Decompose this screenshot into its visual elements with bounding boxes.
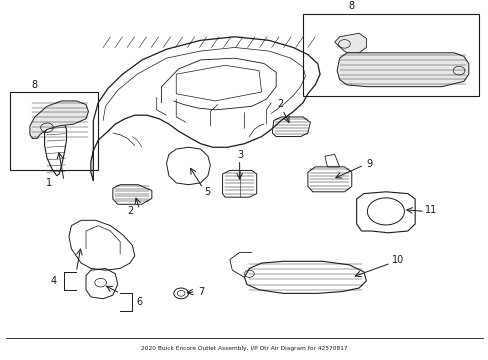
Text: 3: 3 — [237, 150, 243, 161]
Text: 11: 11 — [424, 205, 436, 215]
Text: 1: 1 — [46, 178, 52, 188]
Text: 4: 4 — [50, 276, 56, 286]
Polygon shape — [334, 33, 366, 53]
Text: 2020 Buick Encore Outlet Assembly, I/P Otr Air Diagram for 42570817: 2020 Buick Encore Outlet Assembly, I/P O… — [141, 346, 347, 351]
Text: 6: 6 — [136, 297, 142, 307]
Text: 5: 5 — [204, 187, 210, 197]
Text: 8: 8 — [348, 1, 354, 12]
Text: 2: 2 — [276, 99, 283, 109]
Polygon shape — [30, 101, 88, 138]
Text: 2: 2 — [126, 206, 133, 216]
Bar — [10, 92, 98, 170]
Text: 10: 10 — [391, 255, 404, 265]
Text: 7: 7 — [198, 287, 204, 297]
Bar — [303, 14, 478, 96]
Text: 9: 9 — [366, 159, 372, 169]
Polygon shape — [336, 53, 468, 87]
Text: 8: 8 — [32, 80, 38, 90]
